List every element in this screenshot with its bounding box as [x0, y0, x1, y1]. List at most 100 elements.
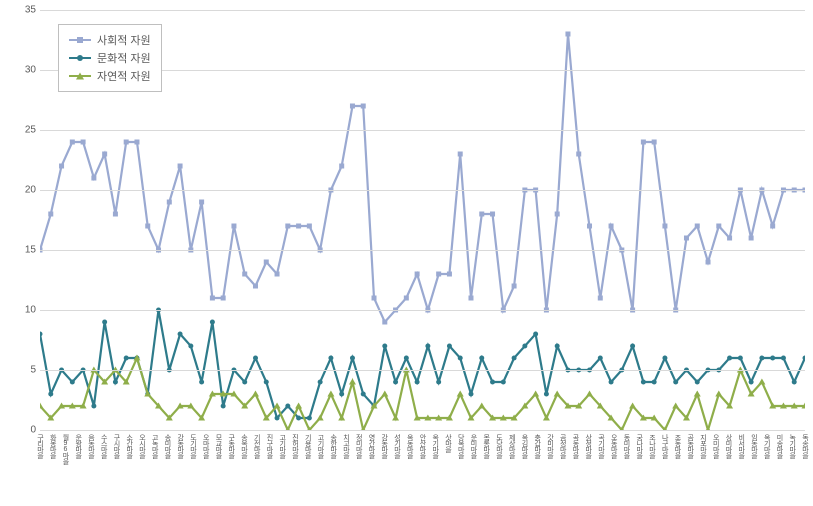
series-marker	[759, 356, 764, 361]
xtick-label: 운왕마을	[75, 434, 82, 458]
xtick-label: 진구마을	[266, 434, 273, 458]
series-marker	[274, 403, 281, 409]
series-marker	[221, 404, 226, 409]
legend-label: 자연적 자원	[97, 68, 151, 84]
series-marker	[533, 332, 538, 337]
series-marker	[609, 380, 614, 385]
xtick-label: 조나마을	[649, 434, 656, 458]
series-marker	[295, 403, 302, 409]
gridline	[40, 10, 805, 11]
xtick-label: 운미마을	[470, 434, 477, 458]
series-marker	[490, 380, 495, 385]
series-marker	[124, 140, 129, 145]
xtick-label: 송미마을	[164, 434, 171, 458]
series-marker	[512, 284, 517, 289]
xtick-label: 화몽마을	[49, 434, 56, 458]
gridline	[40, 370, 805, 371]
xtick-label: 수스마을	[100, 434, 107, 458]
xtick-label: 나구마을	[661, 434, 668, 458]
series-marker	[749, 236, 754, 241]
xtick-label: 소간마을	[126, 434, 133, 458]
xtick-label: 음동마을	[88, 434, 95, 458]
series-marker	[586, 391, 593, 397]
series-marker	[447, 344, 452, 349]
xtick-label: 상정마을	[585, 434, 592, 458]
series-marker	[803, 356, 806, 361]
xtick-label: 기용마을	[304, 434, 311, 458]
series-marker	[716, 224, 721, 229]
xtick-label: 송한마을	[330, 434, 337, 458]
series-marker	[770, 224, 775, 229]
series-marker	[307, 224, 312, 229]
xtick-label: 갓미마을	[547, 434, 554, 458]
series-marker	[221, 296, 226, 301]
series-marker	[102, 152, 107, 157]
xtick-label: 구리마을	[37, 434, 44, 458]
series-marker	[392, 415, 399, 421]
series-marker	[275, 416, 280, 421]
series-marker	[738, 356, 743, 361]
series-marker	[652, 380, 657, 385]
xtick-label: 정미마을	[355, 434, 362, 458]
series-marker	[382, 320, 387, 325]
series-marker	[512, 356, 517, 361]
gridline	[40, 190, 805, 191]
series-marker	[684, 236, 689, 241]
legend-swatch	[69, 39, 91, 42]
series-marker	[167, 200, 172, 205]
xtick-label: 미송마을	[776, 434, 783, 458]
series-marker	[458, 356, 463, 361]
series-marker	[490, 212, 495, 217]
xtick-label: 오동마을	[610, 434, 617, 458]
legend-item: 사회적 자원	[69, 31, 151, 49]
xtick-label: 옥기마을	[432, 434, 439, 458]
xtick-label: 독송마을	[802, 434, 809, 458]
series-marker	[48, 212, 53, 217]
series-marker	[629, 403, 636, 409]
legend-item: 자연적 자원	[69, 67, 151, 85]
xtick-label: 강동마을	[177, 434, 184, 458]
series-marker	[210, 296, 215, 301]
ytick-label: 25	[18, 125, 36, 136]
xtick-label: 치고마을	[343, 434, 350, 458]
xtick-label: 곰정마을	[559, 434, 566, 458]
xtick-label: 구시마을	[113, 434, 120, 458]
xtick-label: 조동마을	[674, 434, 681, 458]
ytick-label: 35	[18, 5, 36, 16]
xtick-label: 영간마을	[368, 434, 375, 458]
xtick-label: 구동마을	[228, 434, 235, 458]
series-marker	[554, 391, 561, 397]
xtick-label: 곡동마을	[572, 434, 579, 458]
xtick-label: 곰동마을	[687, 434, 694, 458]
series-marker	[695, 380, 700, 385]
series-marker	[296, 416, 301, 421]
xtick-label: 기전마을	[253, 434, 260, 458]
gridline	[40, 130, 805, 131]
series-marker	[662, 356, 667, 361]
series-marker	[555, 344, 560, 349]
series-marker	[178, 332, 183, 337]
series-marker	[382, 344, 387, 349]
series-marker	[457, 391, 464, 397]
series-marker	[436, 272, 441, 277]
series-marker	[587, 224, 592, 229]
series-marker	[317, 415, 324, 421]
series-marker	[543, 415, 550, 421]
series-marker	[415, 272, 420, 277]
xtick-label: 진허마을	[292, 434, 299, 458]
series-marker	[253, 284, 258, 289]
series-marker	[40, 403, 44, 409]
series-marker	[393, 380, 398, 385]
series-marker	[609, 224, 614, 229]
series-marker	[231, 224, 236, 229]
series-marker	[188, 344, 193, 349]
series-marker	[468, 296, 473, 301]
series-marker	[81, 140, 86, 145]
xtick-label: 삿마을	[445, 434, 452, 452]
legend-item: 문화적 자원	[69, 49, 151, 67]
series-marker	[285, 404, 290, 409]
xtick-label: 목통마을	[483, 434, 490, 458]
ytick-label: 10	[18, 305, 36, 316]
xtick-label: 궁나마을	[636, 434, 643, 458]
legend-swatch	[69, 57, 91, 60]
